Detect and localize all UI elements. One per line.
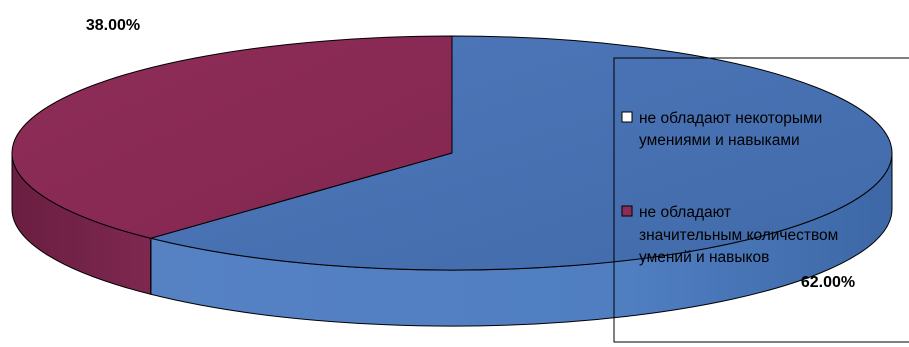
data-label-0: 62.00%: [801, 274, 855, 291]
pie-slice-1[interactable]: [11, 35, 453, 239]
legend: не обладают некоторыми умениями и навыка…: [613, 57, 909, 343]
legend-swatch-1: [621, 205, 633, 217]
pie-group: [11, 35, 893, 327]
legend-text-1-line-2: умений и навыков: [639, 249, 769, 266]
pie-top: [11, 35, 893, 271]
pie-slice-0[interactable]: [148, 35, 893, 271]
legend-box: [613, 57, 909, 343]
data-labels: 62.00% 38.00%: [86, 17, 855, 291]
legend-text-1-line-1: значительным количеством: [639, 227, 838, 244]
data-label-1: 38.00%: [86, 17, 140, 34]
legend-swatch-0: [621, 111, 633, 123]
legend-text-1-line-0: не обладают: [639, 204, 731, 221]
legend-text-0-line-1: умениями и навыками: [639, 132, 800, 149]
legend-text-0-line-0: не обладают некоторыми: [639, 110, 822, 127]
